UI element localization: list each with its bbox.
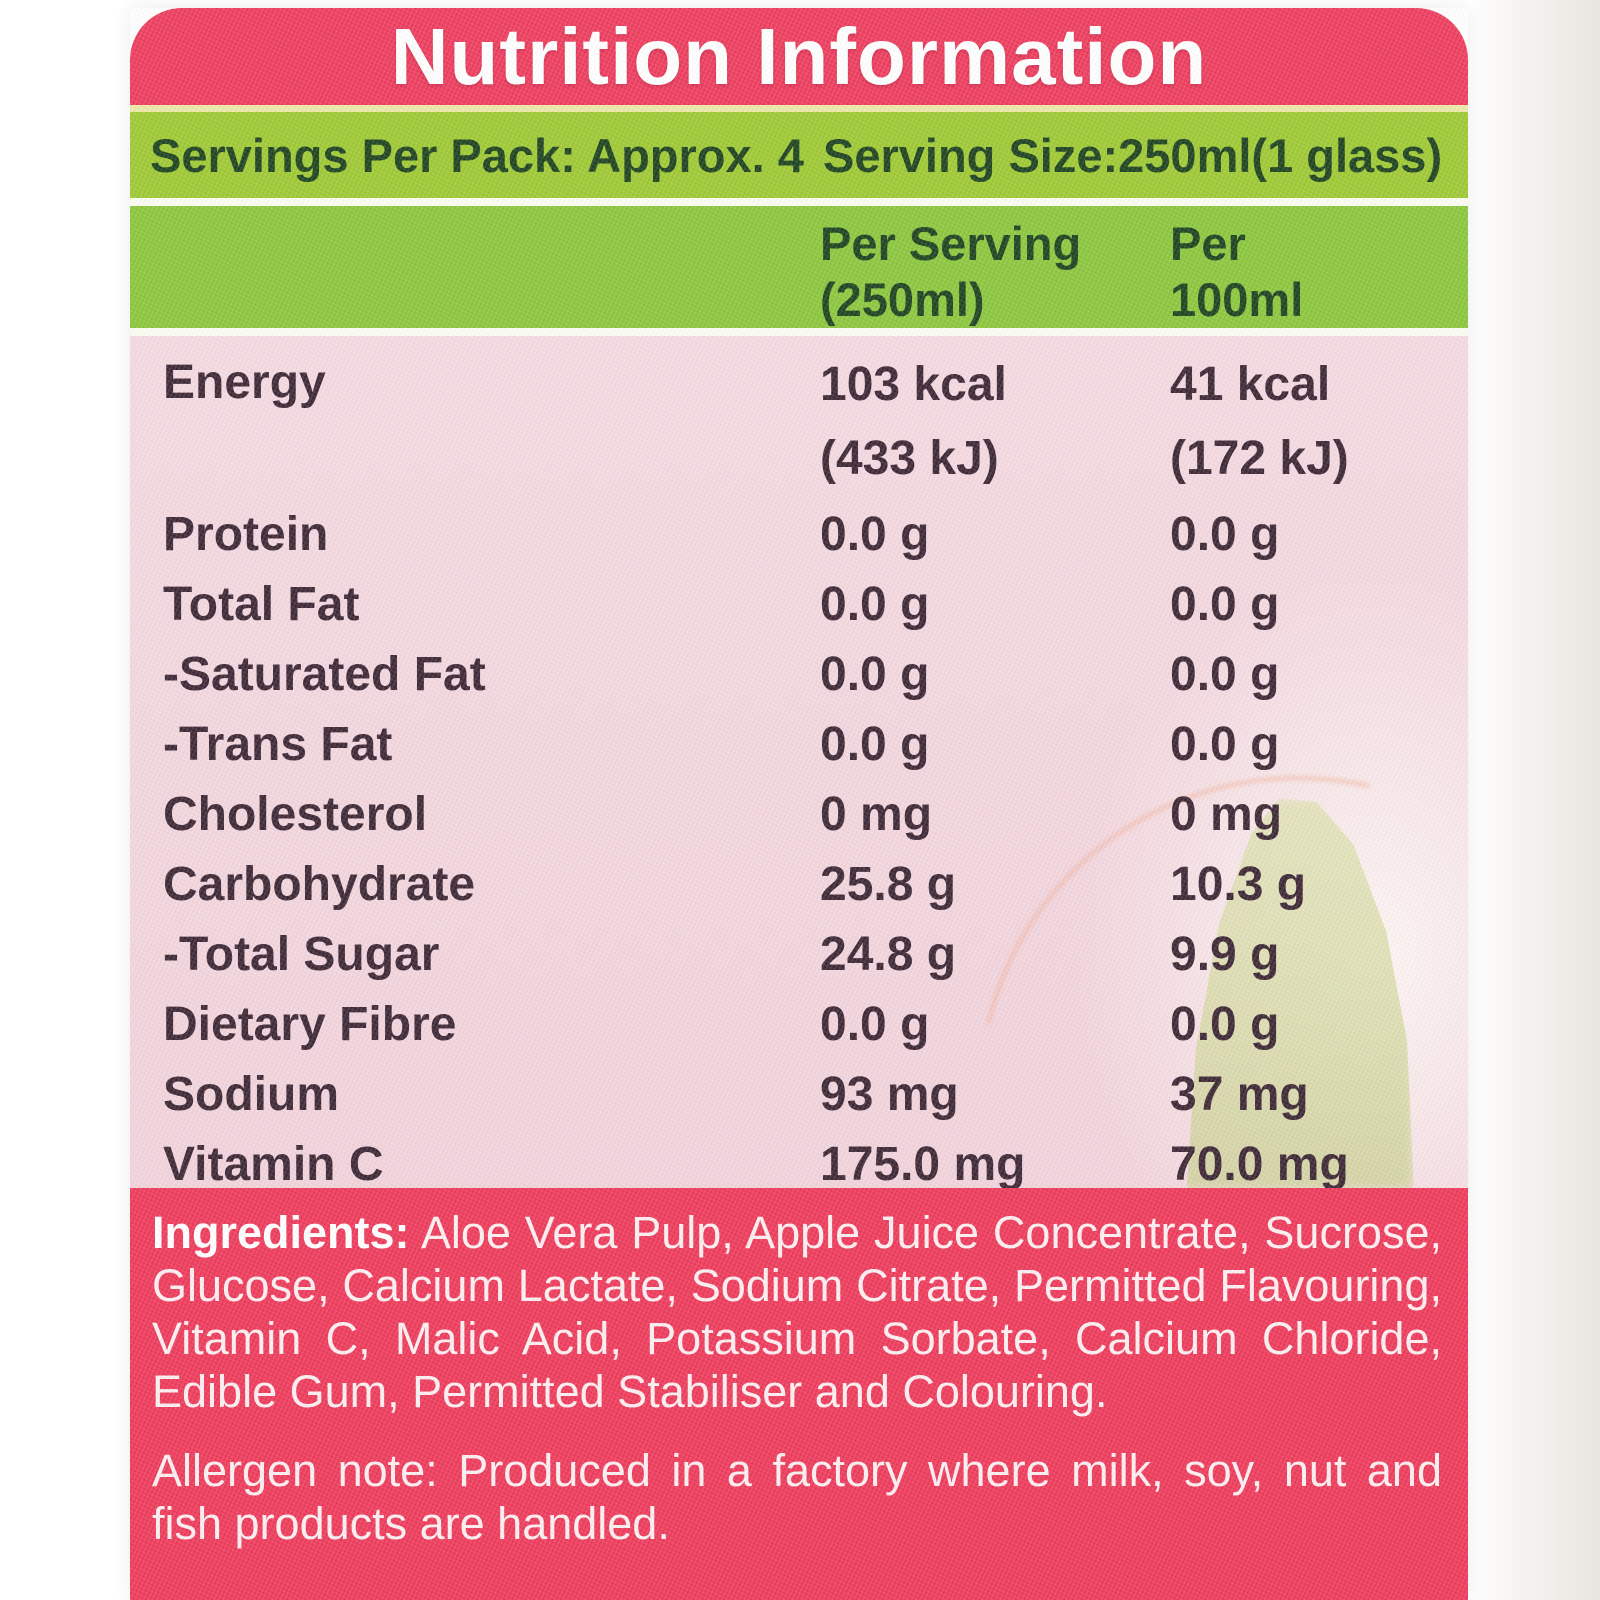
- table-row: Protein 0.0 g 0.0 g: [130, 500, 1468, 570]
- nutrient-label: Sodium: [163, 1068, 339, 1121]
- per-100ml-value: 0.0 g: [1170, 648, 1280, 701]
- per-100ml-value: 0.0 g: [1170, 718, 1280, 771]
- per-100ml-value: 37 mg: [1170, 1068, 1309, 1121]
- table-row: Cholesterol 0 mg 0 mg: [130, 780, 1468, 850]
- nutrient-label: Cholesterol: [163, 788, 428, 841]
- per-serving-value: 93 mg: [820, 1068, 959, 1121]
- per-100ml-value: 0.0 g: [1170, 998, 1280, 1051]
- divider-cream: [130, 105, 1468, 112]
- per-serving-value: 0.0 g: [820, 998, 930, 1051]
- column-header-spacer: [163, 216, 820, 328]
- nutrient-label: -Total Sugar: [163, 928, 440, 981]
- nutrient-label: Protein: [163, 508, 329, 561]
- page-title: Nutrition Information: [390, 12, 1208, 101]
- serving-size: Serving Size:250ml(1 glass): [823, 128, 1443, 182]
- per-serving-value: 0.0 g: [820, 508, 930, 561]
- ingredients-heading: Ingredients:: [152, 1207, 410, 1258]
- per-serving-value: 0.0 g: [820, 648, 930, 701]
- nutrient-label: Vitamin C: [163, 1138, 384, 1188]
- nutrient-label: Dietary Fibre: [163, 998, 457, 1051]
- per-serving-value: 0 mg: [820, 788, 933, 841]
- nutrition-header-banner: Nutrition Information: [130, 8, 1468, 105]
- per-serving-value: 103 kcal (433 kJ): [820, 358, 1007, 485]
- nutrient-label: Total Fat: [163, 578, 360, 631]
- nutrition-label: Nutrition Information Servings Per Pack:…: [130, 8, 1468, 1600]
- table-row: Sodium 93 mg 37 mg: [130, 1060, 1468, 1130]
- table-row: -Total Sugar 24.8 g 9.9 g: [130, 920, 1468, 990]
- table-row: -Trans Fat 0.0 g 0.0 g: [130, 710, 1468, 780]
- per-100ml-value: 9.9 g: [1170, 928, 1280, 981]
- ingredients-paragraph: Ingredients: Aloe Vera Pulp, Apple Juice…: [152, 1206, 1442, 1418]
- divider-white-1: [130, 198, 1468, 206]
- table-row: Dietary Fibre 0.0 g 0.0 g: [130, 990, 1468, 1060]
- per-serving-value: 0.0 g: [820, 578, 930, 631]
- nutrition-rows: Energy 103 kcal (433 kJ) 41 kcal (172 kJ…: [130, 336, 1468, 1188]
- table-row: -Saturated Fat 0.0 g 0.0 g: [130, 640, 1468, 710]
- servings-band: Servings Per Pack: Approx. 4 Serving Siz…: [130, 112, 1468, 198]
- table-row: Carbohydrate 25.8 g 10.3 g: [130, 850, 1468, 920]
- per-100ml-value: 70.0 mg: [1170, 1138, 1349, 1188]
- per-100ml-value: 41 kcal (172 kJ): [1170, 358, 1349, 485]
- nutrient-label: -Trans Fat: [163, 718, 393, 771]
- col-header-per-100ml: Per 100ml: [1170, 217, 1304, 326]
- per-100ml-value: 0.0 g: [1170, 508, 1280, 561]
- servings-per-pack: Servings Per Pack: Approx. 4: [150, 128, 804, 182]
- column-header-band: Per Serving (250ml) Per 100ml: [130, 206, 1468, 328]
- nutrient-label: -Saturated Fat: [163, 648, 486, 701]
- per-serving-value: 0.0 g: [820, 718, 930, 771]
- per-100ml-value: 10.3 g: [1170, 858, 1307, 911]
- nutrition-table: Energy 103 kcal (433 kJ) 41 kcal (172 kJ…: [130, 336, 1468, 1188]
- col-header-per-serving: Per Serving (250ml): [820, 217, 1082, 326]
- per-serving-value: 25.8 g: [820, 858, 957, 911]
- ingredients-section: Ingredients: Aloe Vera Pulp, Apple Juice…: [130, 1188, 1468, 1600]
- per-100ml-value: 0.0 g: [1170, 578, 1280, 631]
- table-row: Energy 103 kcal (433 kJ) 41 kcal (172 kJ…: [130, 348, 1468, 496]
- ingredients-list: Aloe Vera Pulp, Apple Juice Concentrate,…: [152, 1207, 1442, 1417]
- nutrient-label: Carbohydrate: [163, 858, 476, 911]
- allergen-note: Allergen note: Produced in a factory whe…: [152, 1445, 1442, 1549]
- divider-white-2: [130, 328, 1468, 336]
- nutrient-label: Energy: [163, 356, 326, 409]
- table-row: Total Fat 0.0 g 0.0 g: [130, 570, 1468, 640]
- table-row: Vitamin C 175.0 mg 70.0 mg: [130, 1130, 1468, 1188]
- per-serving-value: 24.8 g: [820, 928, 957, 981]
- per-100ml-value: 0 mg: [1170, 788, 1283, 841]
- per-serving-value: 175.0 mg: [820, 1138, 1026, 1188]
